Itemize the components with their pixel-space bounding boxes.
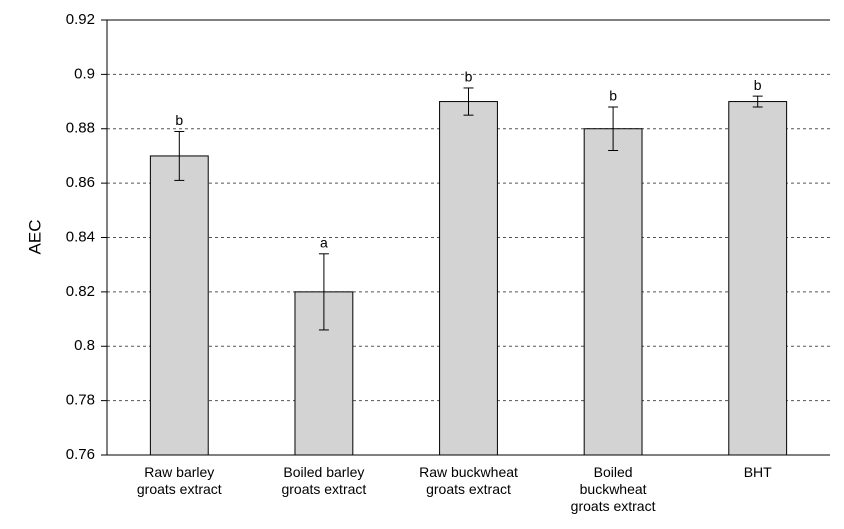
bar (149, 155, 209, 456)
x-tick-label: Boiled barley groats extract (281, 464, 367, 497)
x-tick-label: Raw barley groats extract (136, 464, 222, 497)
y-tick-label: 0.92 (66, 11, 95, 28)
annotation: b (175, 112, 183, 128)
bar (728, 101, 788, 456)
y-tick-label: 0.84 (66, 228, 95, 245)
annotation: b (465, 69, 473, 85)
bar (439, 101, 498, 456)
annotation: b (754, 77, 762, 93)
annotation: b (609, 88, 617, 104)
x-tick-label: Raw buckwheat groats extract (419, 464, 518, 497)
x-tick-label: Boiled buckwheat groats extract (570, 464, 656, 514)
y-tick-label: 0.9 (74, 65, 95, 82)
y-tick-label: 0.88 (66, 120, 95, 137)
y-tick-label: 0.76 (66, 446, 95, 463)
bar (583, 128, 643, 456)
annotation: a (320, 235, 328, 251)
y-tick-label: 0.78 (66, 392, 95, 409)
y-axis-label: AEC (25, 220, 44, 255)
y-tick-label: 0.86 (66, 174, 95, 191)
y-tick-label: 0.82 (66, 283, 95, 300)
x-tick-label: BHT (743, 464, 772, 480)
y-tick-label: 0.8 (74, 337, 95, 354)
